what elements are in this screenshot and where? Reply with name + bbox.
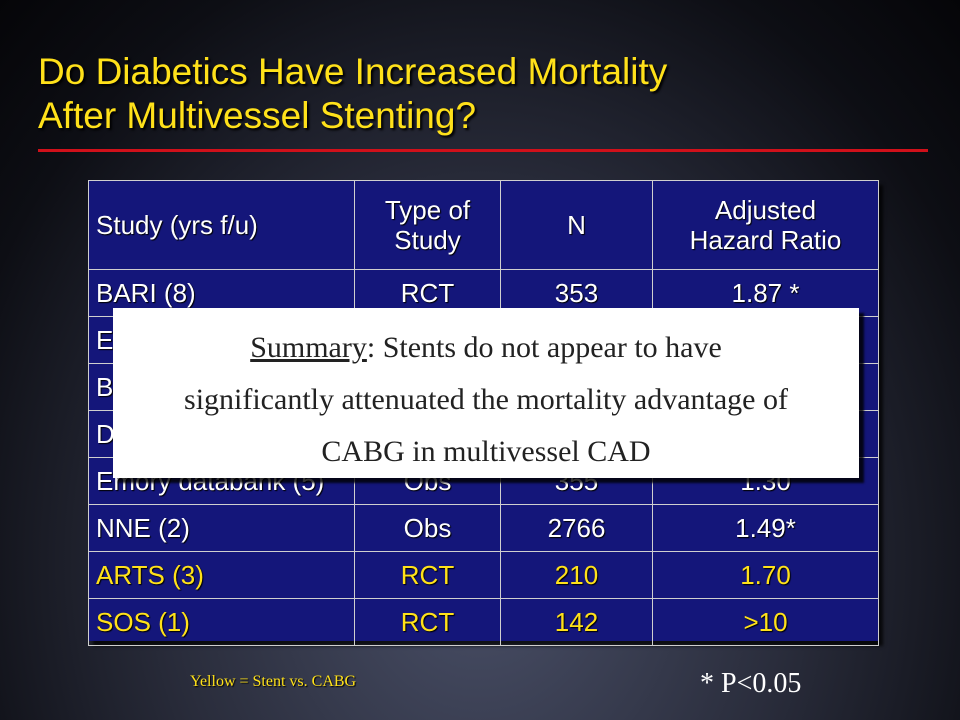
cell-ratio: 1.70: [652, 551, 879, 599]
cell-study: NNE (2): [88, 504, 355, 552]
color-legend-note: Yellow = Stent vs. CABG: [190, 673, 357, 690]
slide-title: Do Diabetics Have Increased Mortality Af…: [38, 50, 667, 138]
table-row: NNE (2) Obs 2766 1.49*: [88, 504, 879, 552]
header-n: N: [500, 180, 653, 270]
summary-label: Summary: [250, 331, 367, 364]
cell-n: 2766: [500, 504, 653, 552]
cell-n: 210: [500, 551, 653, 599]
table-row-stent-vs-cabg: SOS (1) RCT 142 >10: [88, 598, 879, 646]
title-underline-rule: [38, 149, 928, 152]
summary-line-3: CABG in multivessel CAD: [321, 435, 651, 468]
cell-ratio: 1.49*: [652, 504, 879, 552]
slide-title-line-2: After Multivessel Stenting?: [38, 95, 477, 136]
slide-title-line-1: Do Diabetics Have Increased Mortality: [38, 51, 668, 92]
summary-callout-box: Summary: Stents do not appear to have si…: [113, 308, 859, 478]
cell-study: ARTS (3): [88, 551, 355, 599]
cell-type: Obs: [354, 504, 501, 552]
cell-ratio: >10: [652, 598, 879, 646]
cell-n: 142: [500, 598, 653, 646]
table-header-row: Study (yrs f/u) Type of Study N Adjusted H…: [88, 180, 879, 270]
header-study: Study (yrs f/u): [88, 180, 355, 270]
cell-type: RCT: [354, 551, 501, 599]
table-row-stent-vs-cabg: ARTS (3) RCT 210 1.70: [88, 551, 879, 599]
significance-footnote: * P<0.05: [700, 668, 802, 699]
summary-line-1: Summary: Stents do not appear to have: [250, 331, 722, 364]
header-type-of-study: Type of Study: [354, 180, 501, 270]
header-adjusted-hazard-ratio: Adjusted Hazard Ratio: [652, 180, 879, 270]
cell-study: SOS (1): [88, 598, 355, 646]
summary-line-2: significantly attenuated the mortality a…: [184, 383, 788, 416]
cell-type: RCT: [354, 598, 501, 646]
